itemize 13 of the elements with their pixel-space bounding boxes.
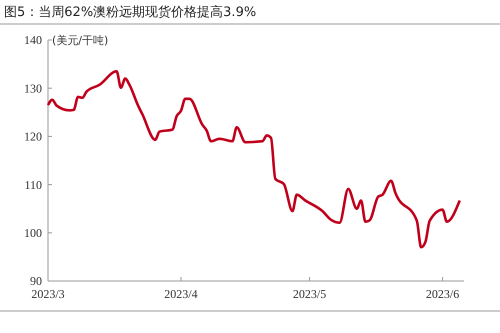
y-tick-label: 110 (24, 178, 42, 192)
y-tick-label: 90 (30, 274, 42, 288)
x-tick-label: 2023/3 (31, 287, 65, 301)
y-tick-label: 140 (24, 33, 42, 48)
line-series (46, 70, 462, 249)
x-tick-label: 2023/6 (426, 287, 460, 301)
x-tick-label: 2023/5 (292, 287, 326, 301)
y-axis-title: (美元/干吨) (52, 34, 108, 47)
y-tick-label: 120 (24, 130, 42, 144)
y-tick-label: 100 (24, 226, 42, 240)
y-tick-label: 130 (24, 81, 42, 96)
chart-title: 图5：当周62%澳粉远期现货价格提高3.9% (4, 4, 256, 20)
x-tick-label: 2023/4 (164, 287, 198, 301)
